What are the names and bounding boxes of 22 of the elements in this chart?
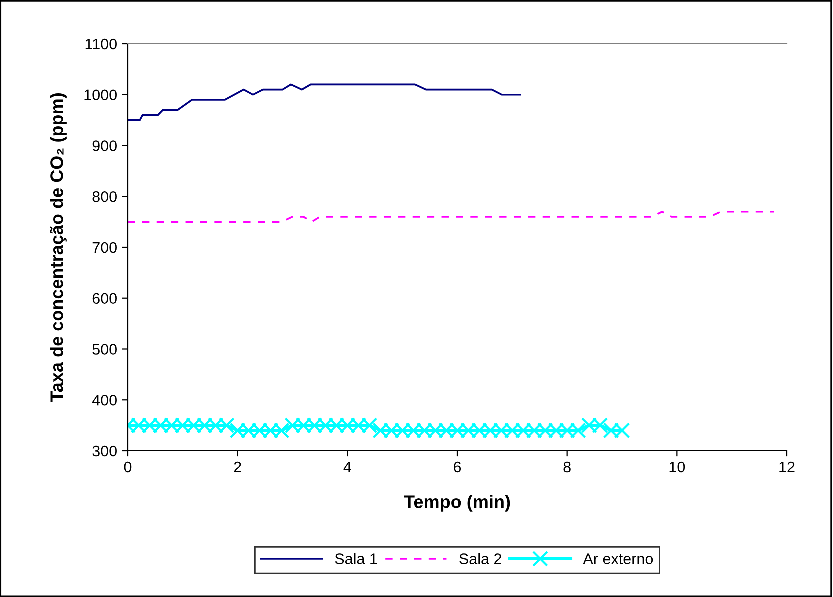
y-tick-label: 500 — [92, 344, 117, 355]
x-tick-label: 6 — [454, 462, 462, 473]
x-axis-title: Tempo (min) — [404, 495, 510, 512]
legend-label: Ar externo — [583, 554, 654, 564]
x-tick-label: 10 — [670, 462, 686, 473]
y-tick-label: 400 — [92, 394, 117, 406]
legend-label: Sala 1 — [335, 553, 378, 564]
x-tick-label: 0 — [124, 462, 132, 473]
x-tick-label: 12 — [780, 462, 795, 472]
line-series — [128, 84, 522, 122]
y-tick-label: 600 — [92, 293, 117, 304]
y-tick-label: 1000 — [84, 90, 117, 101]
y-tick-label: 300 — [92, 446, 117, 457]
x-tick-label: 4 — [344, 462, 352, 472]
y-tick-label: 700 — [92, 242, 117, 254]
y-tick-label: 800 — [92, 191, 117, 202]
x-tick-label: 2 — [234, 462, 242, 472]
x-tick-label: 8 — [564, 462, 571, 473]
legend-label: Sala 2 — [460, 553, 502, 564]
y-tick-label: 900 — [92, 140, 117, 152]
y-axis-title: Taxa de concentração de CO₂ (ppm) — [50, 94, 67, 402]
y-tick-label: 1100 — [86, 38, 117, 50]
